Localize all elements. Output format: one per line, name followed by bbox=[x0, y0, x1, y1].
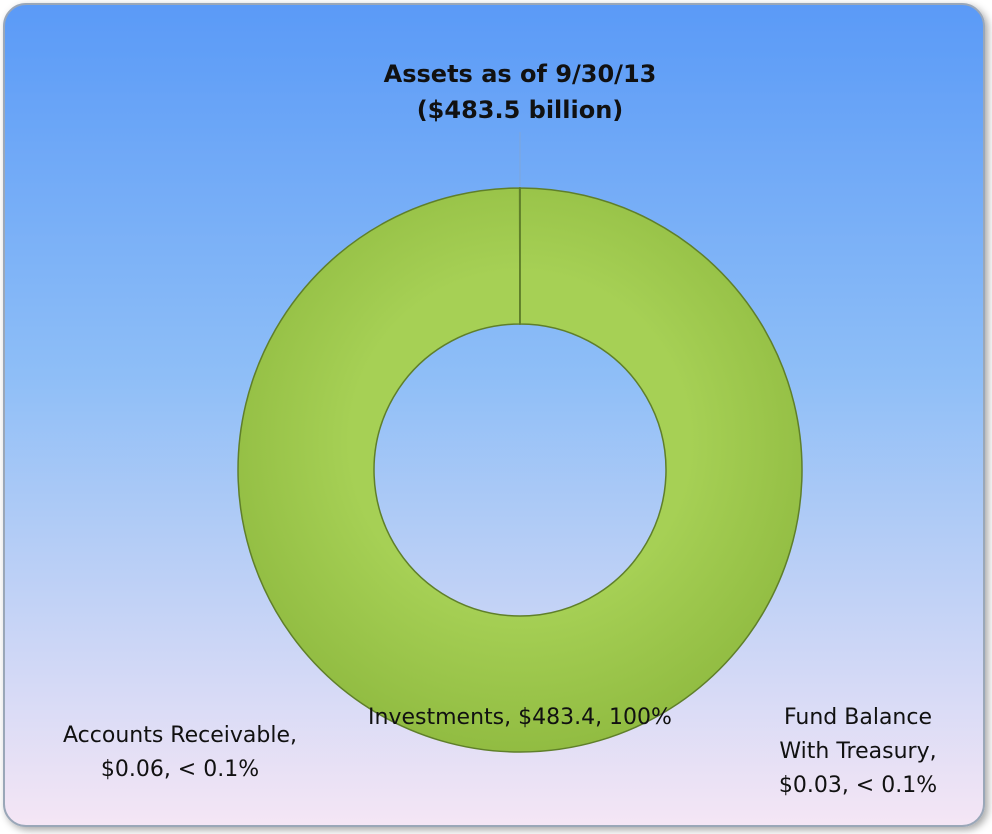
data-label: Investments, $483.4, 100% bbox=[368, 705, 672, 730]
data-label: $0.06, < 0.1% bbox=[101, 757, 259, 782]
data-label: Accounts Receivable, bbox=[63, 723, 297, 748]
chart-subtitle: ($483.5 billion) bbox=[417, 96, 624, 124]
chart-title: Assets as of 9/30/13 bbox=[384, 60, 657, 88]
data-label: With Treasury, bbox=[779, 739, 936, 764]
data-label: Fund Balance bbox=[784, 705, 932, 730]
slice bbox=[237, 187, 803, 753]
data-label: $0.03, < 0.1% bbox=[779, 773, 937, 798]
